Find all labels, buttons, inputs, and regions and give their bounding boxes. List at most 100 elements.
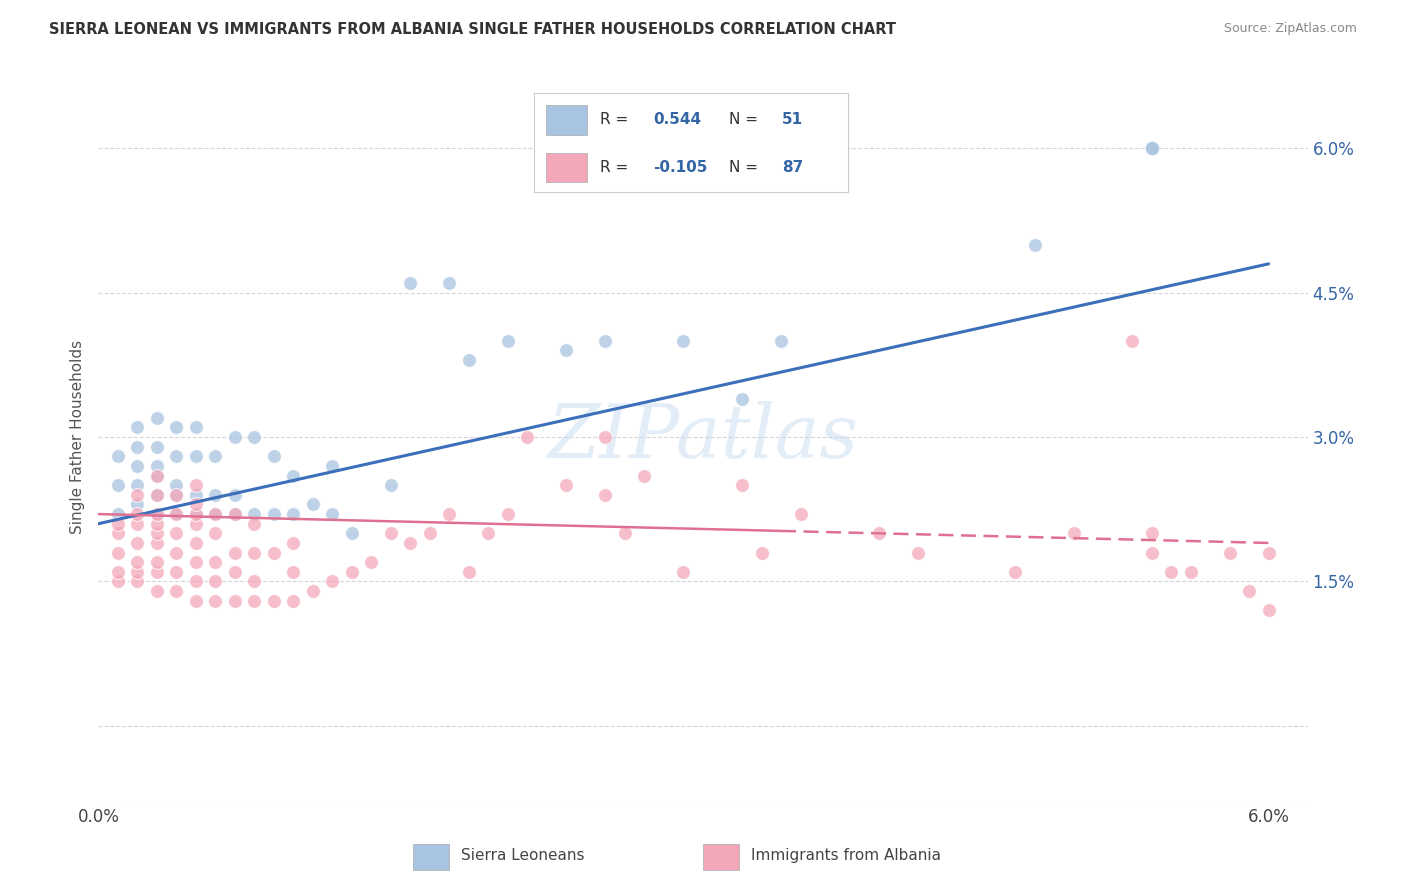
Point (283, 593, 305, 607)
Text: ZIPatlas: ZIPatlas (547, 401, 859, 474)
Point (380, 526, 402, 541)
Point (555, 343, 578, 358)
Point (496, 507, 519, 521)
Point (127, 478, 149, 492)
Point (789, 507, 811, 521)
Point (165, 507, 187, 521)
Point (224, 593, 246, 607)
Point (1237, 584, 1260, 599)
Point (243, 574, 266, 589)
Point (263, 593, 285, 607)
Point (127, 565, 149, 579)
Point (204, 507, 226, 521)
Point (146, 565, 169, 579)
Point (224, 507, 246, 521)
Point (263, 545, 285, 559)
Point (516, 430, 538, 444)
Point (165, 420, 187, 434)
Point (127, 555, 149, 569)
Point (1004, 565, 1026, 579)
Point (204, 450, 226, 464)
Point (165, 545, 187, 559)
Point (458, 565, 481, 579)
Point (127, 498, 149, 512)
Point (399, 536, 422, 550)
Point (868, 526, 890, 541)
Point (146, 584, 169, 599)
Point (204, 593, 226, 607)
Point (204, 488, 226, 502)
Point (146, 507, 169, 521)
Point (283, 565, 305, 579)
Point (204, 526, 226, 541)
Point (204, 555, 226, 569)
Point (184, 488, 207, 502)
Point (165, 526, 187, 541)
Point (595, 488, 617, 502)
Point (1024, 237, 1046, 252)
Point (672, 565, 695, 579)
Point (458, 353, 481, 368)
Point (380, 478, 402, 492)
Point (165, 565, 187, 579)
Point (243, 516, 266, 531)
Point (731, 478, 754, 492)
Point (731, 392, 754, 406)
Point (184, 574, 207, 589)
Point (127, 440, 149, 454)
Point (184, 555, 207, 569)
Point (107, 545, 129, 559)
Point (1140, 526, 1163, 541)
Point (243, 545, 266, 559)
Point (146, 507, 169, 521)
Text: SIERRA LEONEAN VS IMMIGRANTS FROM ALBANIA SINGLE FATHER HOUSEHOLDS CORRELATION C: SIERRA LEONEAN VS IMMIGRANTS FROM ALBANI… (49, 22, 896, 37)
Point (302, 498, 325, 512)
Point (146, 526, 169, 541)
Point (224, 545, 246, 559)
Text: Source: ZipAtlas.com: Source: ZipAtlas.com (1223, 22, 1357, 36)
Point (907, 545, 929, 559)
Point (146, 458, 169, 473)
Point (1121, 334, 1143, 348)
Point (419, 526, 441, 541)
Point (243, 593, 266, 607)
Point (439, 507, 461, 521)
Point (146, 488, 169, 502)
Point (107, 478, 129, 492)
Point (1219, 545, 1241, 559)
Point (165, 507, 187, 521)
Point (751, 545, 773, 559)
Point (477, 526, 499, 541)
Point (224, 565, 246, 579)
Point (224, 430, 246, 444)
Point (595, 334, 617, 348)
Point (1063, 526, 1085, 541)
Point (1140, 141, 1163, 155)
Point (1140, 545, 1163, 559)
Point (107, 526, 129, 541)
Point (340, 565, 363, 579)
Point (107, 574, 129, 589)
Point (439, 276, 461, 290)
Point (146, 440, 169, 454)
Point (321, 458, 343, 473)
Point (184, 450, 207, 464)
Point (283, 507, 305, 521)
Point (107, 450, 129, 464)
Point (107, 507, 129, 521)
Point (165, 450, 187, 464)
Point (321, 507, 343, 521)
Point (1160, 565, 1182, 579)
Point (165, 584, 187, 599)
Point (184, 507, 207, 521)
Point (184, 593, 207, 607)
Point (672, 334, 695, 348)
Point (283, 468, 305, 483)
Point (340, 526, 363, 541)
Point (165, 478, 187, 492)
Y-axis label: Single Father Households: Single Father Households (70, 340, 86, 534)
Point (146, 536, 169, 550)
Point (184, 516, 207, 531)
Point (614, 526, 637, 541)
Point (1257, 603, 1279, 617)
